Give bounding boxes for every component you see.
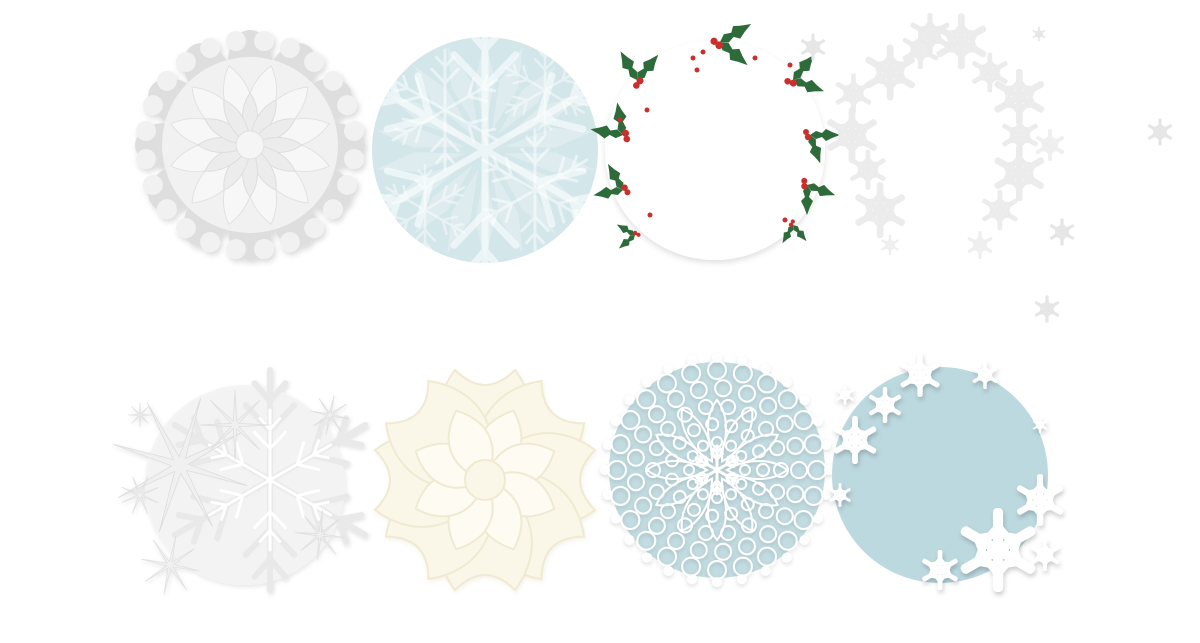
snowflake-wreath-frame[interactable]: [820, 13, 1065, 259]
layered-paper-snowflake-graphic: [135, 30, 365, 260]
lace-doily-circle-frame[interactable]: [597, 350, 837, 590]
cream-paper-snowflake-frame[interactable]: [365, 360, 605, 600]
snowflake-icon: [1034, 295, 1060, 323]
snowflake-icon: [1147, 118, 1173, 146]
blue-circle-snowflake-border-graphic: [829, 353, 1064, 592]
holly-frame-graphic: [590, 23, 840, 260]
snowflake-pattern-circle-graphic: [372, 37, 598, 263]
cream-paper-snowflake-graphic: [373, 368, 597, 592]
holly-frame-circle[interactable]: [590, 23, 840, 270]
star-snowflake-burst-frame[interactable]: [112, 355, 369, 595]
layered-paper-snowflake-frame[interactable]: [130, 25, 370, 265]
star-snowflake-burst-graphic: [112, 367, 369, 595]
snowflake-wreath-graphic: [827, 13, 1065, 259]
snowflake-icon: [1032, 26, 1046, 42]
lace-doily-graphic: [600, 353, 834, 587]
blue-circle-snowflake-border-frame[interactable]: [820, 353, 1064, 595]
snowflake-icon: [800, 33, 826, 61]
snowflake-pattern-circle-frame[interactable]: [365, 30, 605, 270]
snowflake-icon: [1049, 218, 1075, 246]
